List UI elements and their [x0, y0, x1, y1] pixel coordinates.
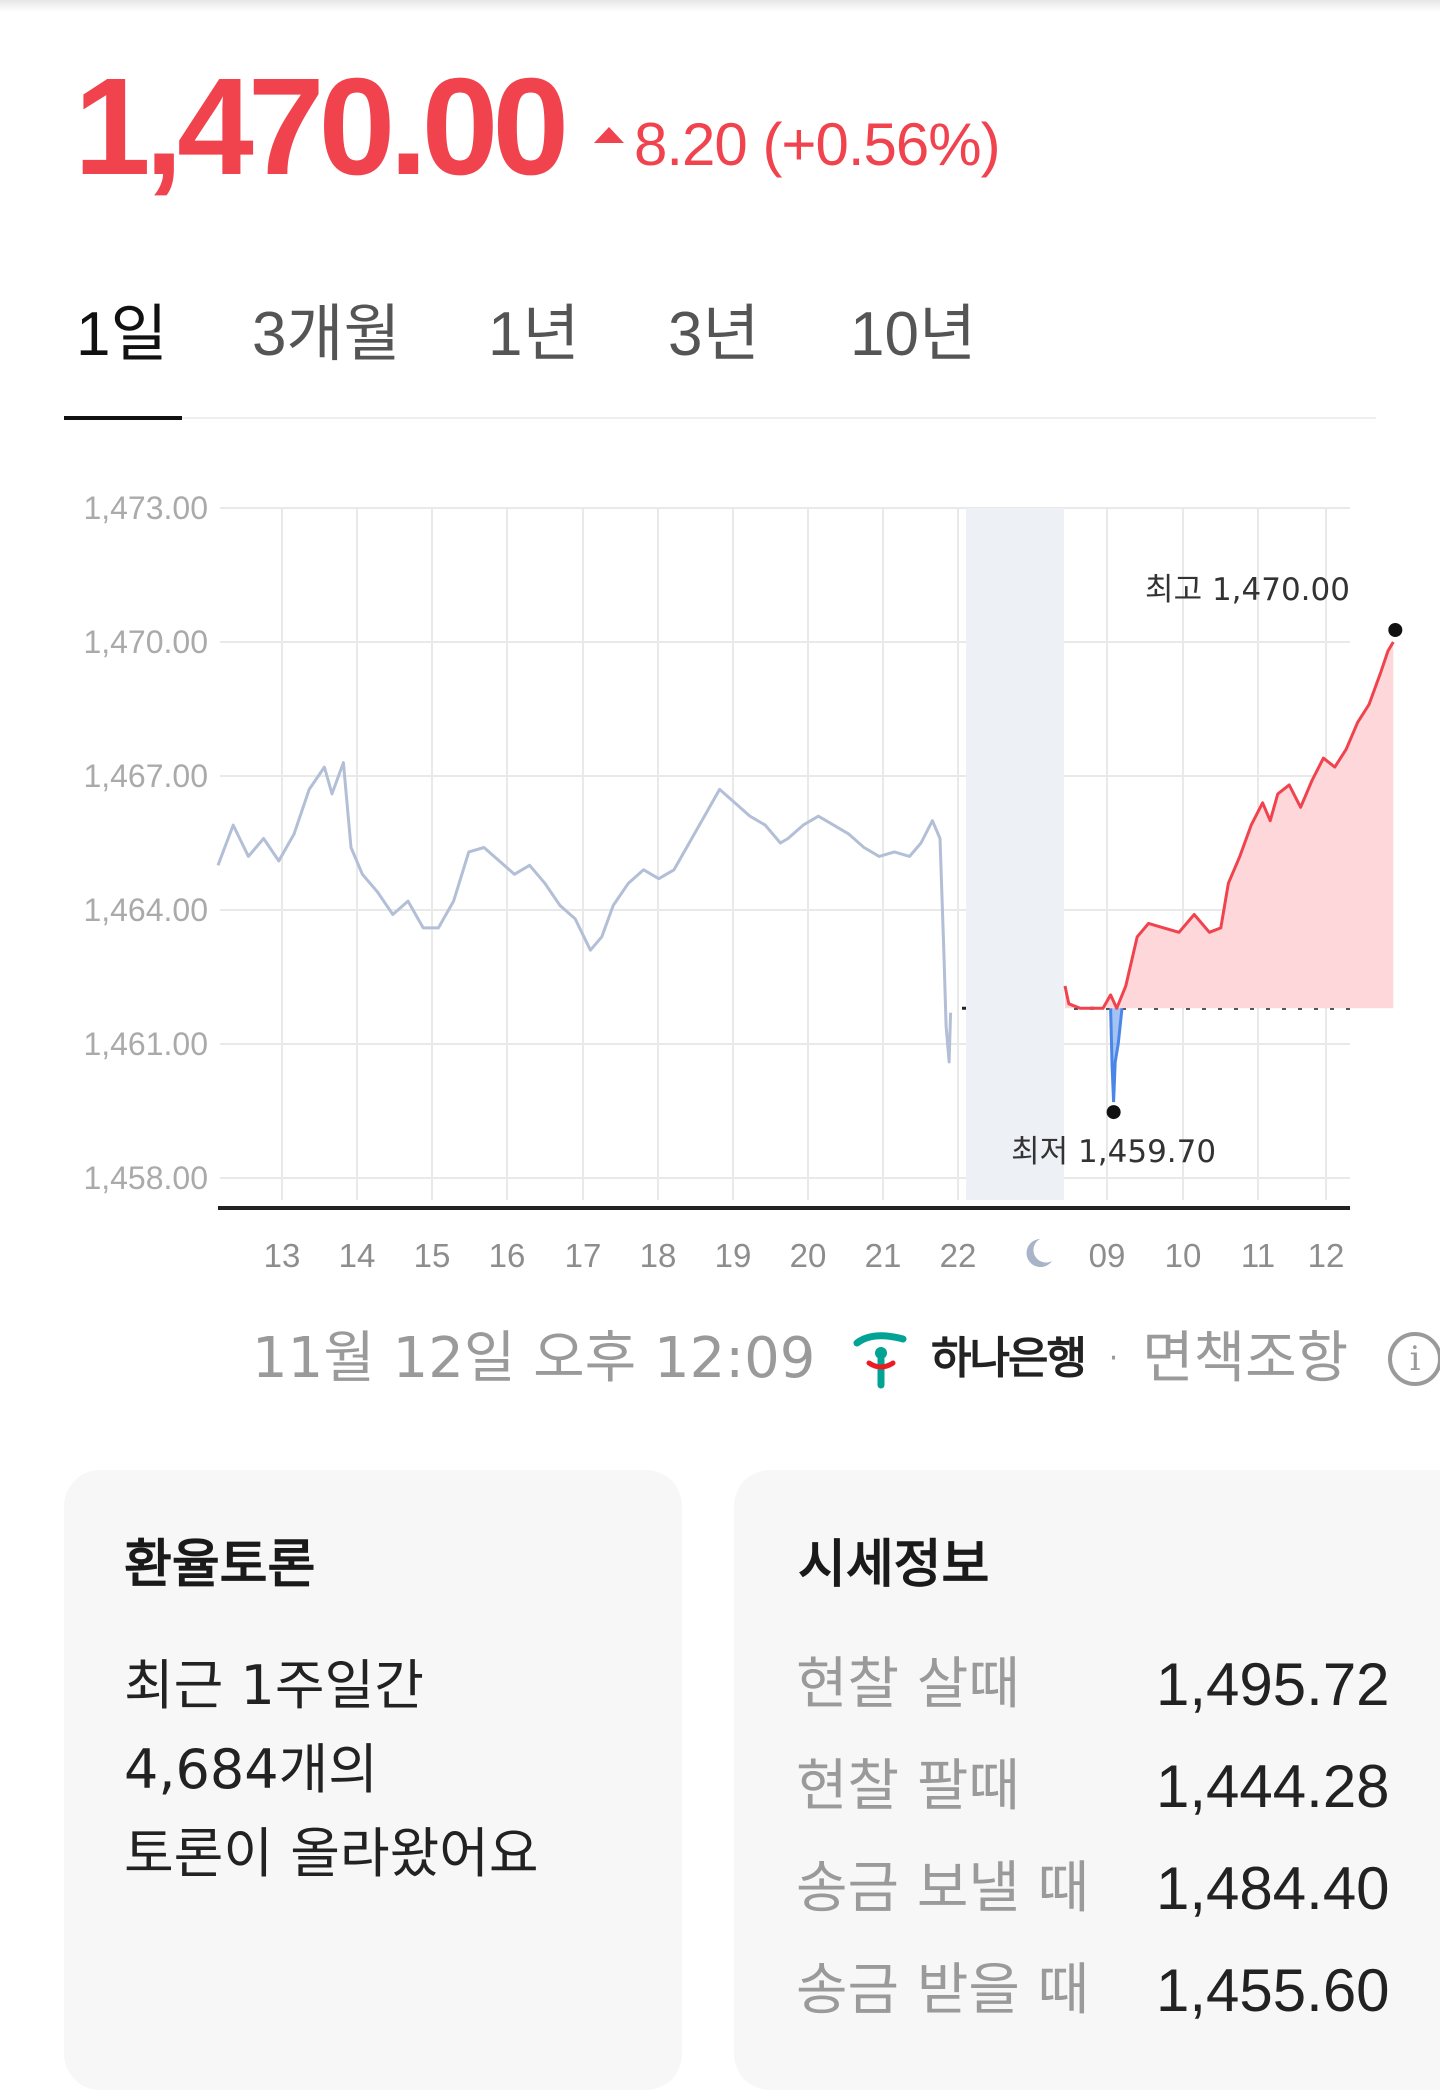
x-tick-label: 18 — [640, 1237, 677, 1274]
tab-1day[interactable]: 1일 — [76, 300, 168, 369]
separator: · — [1108, 1340, 1119, 1376]
discussion-card[interactable]: 환율토론 최근 1주일간 4,684개의 토론이 올라왔어요 — [64, 1470, 682, 2090]
chart-footer: 11월 12일 오후 12:09 하나은행 · 면책조항 i — [252, 1316, 1440, 1396]
info-icon[interactable]: i — [1388, 1331, 1440, 1386]
update-time: 11월 12일 오후 12:09 — [252, 1325, 816, 1391]
active-tab-indicator — [64, 416, 182, 420]
market-row-cash-sell: 현찰 팔때 1,444.28 — [796, 1742, 1396, 1832]
y-tick-label: 1,458.00 — [83, 1160, 208, 1196]
discussion-title: 환율토론 — [124, 1535, 316, 1595]
x-tick-label: 11 — [1241, 1237, 1275, 1274]
current-price: 1,470.00 — [74, 50, 569, 204]
tab-10years[interactable]: 10년 — [850, 300, 977, 369]
previous-session-line — [216, 761, 953, 1064]
market-info-card[interactable]: 시세정보 현찰 살때 1,495.72 현찰 팔때 1,444.28 송금 보낼… — [734, 1470, 1440, 2090]
today-rise-line — [1063, 641, 1395, 1010]
tab-1year[interactable]: 1년 — [488, 300, 580, 369]
y-tick-label: 1,470.00 — [83, 624, 208, 660]
hana-bank-logo-icon — [853, 1332, 907, 1389]
market-row-send: 송금 보낼 때 1,484.40 — [796, 1844, 1396, 1934]
x-tick-label: 09 — [1089, 1237, 1126, 1274]
y-tick-label: 1,473.00 — [83, 490, 208, 526]
discussion-line-3: 토론이 올라왔어요 — [124, 1822, 539, 1885]
up-triangle-icon — [594, 127, 624, 143]
market-label: 현찰 팔때 — [796, 1754, 1020, 1819]
x-tick-label: 22 — [940, 1237, 977, 1274]
today-fall-line — [1109, 1008, 1124, 1103]
x-tick-label: 14 — [339, 1237, 376, 1274]
tab-3months[interactable]: 3개월 — [252, 300, 401, 369]
high-point-marker — [1388, 623, 1403, 637]
exchange-rate-chart[interactable]: 1,473.00 1,470.00 1,467.00 1,464.00 1,461.00… — [0, 470, 1440, 1310]
top-edge-shadow — [0, 0, 1440, 12]
x-tick-label: 21 — [865, 1237, 902, 1274]
market-value: 1,484.40 — [1156, 1855, 1390, 1922]
market-label: 송금 보낼 때 — [796, 1856, 1090, 1921]
market-label: 현찰 살때 — [796, 1652, 1020, 1717]
x-tick-label: 17 — [565, 1237, 602, 1274]
market-value: 1,455.60 — [1156, 1957, 1390, 2024]
discussion-line-1: 최근 1주일간 — [124, 1654, 424, 1717]
tab-divider — [64, 417, 1376, 419]
bank-name: 하나은행 — [931, 1332, 1087, 1384]
price-change: 8.20 (+0.56%) — [594, 110, 1001, 180]
tab-3years[interactable]: 3년 — [668, 300, 760, 369]
market-row-receive: 송금 받을 때 1,455.60 — [796, 1946, 1396, 2036]
moon-icon — [1026, 1239, 1052, 1267]
price-change-text: 8.20 (+0.56%) — [634, 111, 1001, 178]
low-label: 최저 1,459.70 — [1011, 1134, 1216, 1170]
x-tick-label: 20 — [790, 1237, 827, 1274]
market-row-cash-buy: 현찰 살때 1,495.72 — [796, 1640, 1396, 1730]
y-tick-label: 1,464.00 — [83, 892, 208, 928]
rise-area — [1065, 642, 1394, 1009]
x-tick-label: 19 — [715, 1237, 752, 1274]
x-tick-label: 13 — [264, 1237, 301, 1274]
market-info-title: 시세정보 — [798, 1535, 990, 1595]
x-tick-label: 10 — [1165, 1237, 1202, 1274]
market-value: 1,444.28 — [1156, 1753, 1390, 1820]
x-tick-label: 15 — [414, 1237, 451, 1274]
y-tick-label: 1,467.00 — [83, 758, 208, 794]
y-tick-label: 1,461.00 — [83, 1026, 208, 1062]
market-value: 1,495.72 — [1156, 1651, 1390, 1718]
x-tick-label: 16 — [489, 1237, 526, 1274]
x-tick-label: 12 — [1308, 1237, 1345, 1274]
high-label: 최고 1,470.00 — [1145, 572, 1350, 608]
market-label: 송금 받을 때 — [796, 1958, 1090, 2023]
night-session-band — [966, 508, 1064, 1200]
discussion-line-2: 4,684개의 — [124, 1738, 378, 1801]
period-tabs: 1일 3개월 1년 3년 10년 — [64, 290, 1376, 420]
disclaimer-link[interactable]: 면책조항 — [1142, 1325, 1349, 1391]
low-point-marker — [1106, 1105, 1121, 1120]
